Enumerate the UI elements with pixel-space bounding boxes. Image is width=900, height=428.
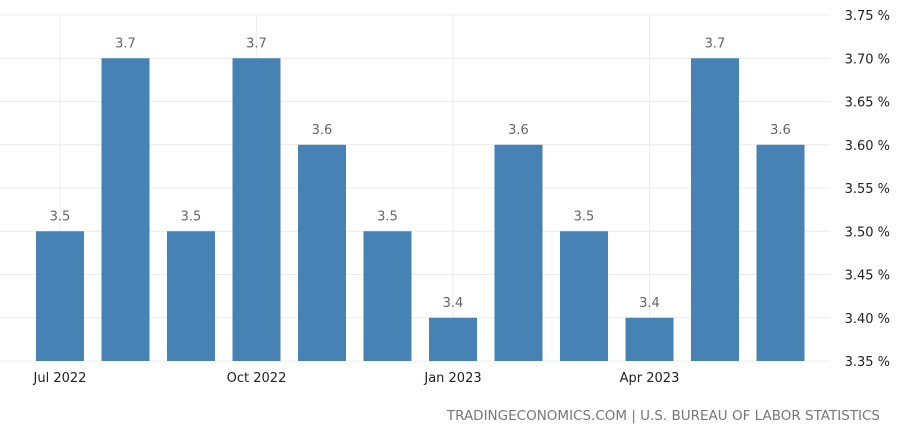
x-tick-label: Jan 2023 — [423, 371, 481, 386]
y-tick-label: 3.55 % — [845, 182, 890, 197]
bar-nov-2022 — [298, 144, 346, 361]
data-label: 3.6 — [312, 123, 333, 138]
bar-sep-2022 — [167, 231, 215, 361]
data-label: 3.5 — [181, 209, 202, 224]
y-tick-label: 3.70 % — [845, 52, 890, 67]
bar-mar-2023 — [560, 231, 608, 361]
y-tick-label: 3.50 % — [845, 225, 890, 240]
x-tick-label: Jul 2022 — [33, 371, 87, 386]
bar-apr-2023 — [625, 317, 674, 361]
bar-feb-2023 — [494, 144, 543, 361]
source-credit: TRADINGECONOMICS.COM | U.S. BUREAU OF LA… — [446, 408, 880, 424]
data-label: 3.7 — [246, 36, 267, 51]
y-tick-label: 3.40 % — [845, 312, 890, 327]
bar-dec-2022 — [363, 231, 412, 361]
y-tick-label: 3.75 % — [845, 9, 890, 24]
bar-jul-2022 — [36, 231, 84, 361]
x-axis: Jul 2022 Oct 2022 Jan 2023 Apr 2023 — [33, 371, 680, 386]
y-tick-label: 3.45 % — [845, 269, 890, 284]
data-label: 3.6 — [770, 123, 791, 138]
y-tick-label: 3.60 % — [845, 139, 890, 154]
x-tick-label: Apr 2023 — [620, 371, 680, 386]
bar-jun-2023 — [756, 144, 805, 361]
data-label: 3.7 — [115, 36, 136, 51]
bar-oct-2022 — [232, 58, 281, 361]
bar-aug-2022 — [101, 58, 150, 361]
y-axis: 3.35 % 3.40 % 3.45 % 3.50 % 3.55 % 3.60 % 3.65… — [845, 9, 890, 370]
data-label: 3.4 — [639, 296, 660, 311]
data-label: 3.5 — [377, 209, 398, 224]
data-labels: 3.5 3.7 3.5 3.7 3.6 3.5 3.4 3.6 3.5 3.4 3.7 3.6 — [50, 36, 791, 311]
y-tick-label: 3.35 % — [845, 355, 890, 370]
data-label: 3.5 — [50, 209, 71, 224]
x-tick-label: Oct 2022 — [227, 371, 287, 386]
bars — [36, 58, 805, 361]
bar-jan-2023 — [429, 317, 477, 361]
data-label: 3.7 — [705, 36, 726, 51]
y-tick-label: 3.65 % — [845, 96, 890, 111]
bar-may-2023 — [691, 58, 739, 361]
data-label: 3.4 — [443, 296, 464, 311]
data-label: 3.5 — [574, 209, 595, 224]
data-label: 3.6 — [508, 123, 529, 138]
